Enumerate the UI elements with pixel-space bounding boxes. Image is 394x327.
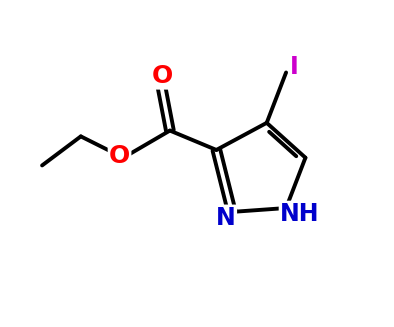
Text: O: O <box>152 64 173 88</box>
Text: NH: NH <box>280 202 320 226</box>
Text: N: N <box>216 206 236 230</box>
Text: I: I <box>290 55 298 79</box>
Text: O: O <box>109 144 130 168</box>
